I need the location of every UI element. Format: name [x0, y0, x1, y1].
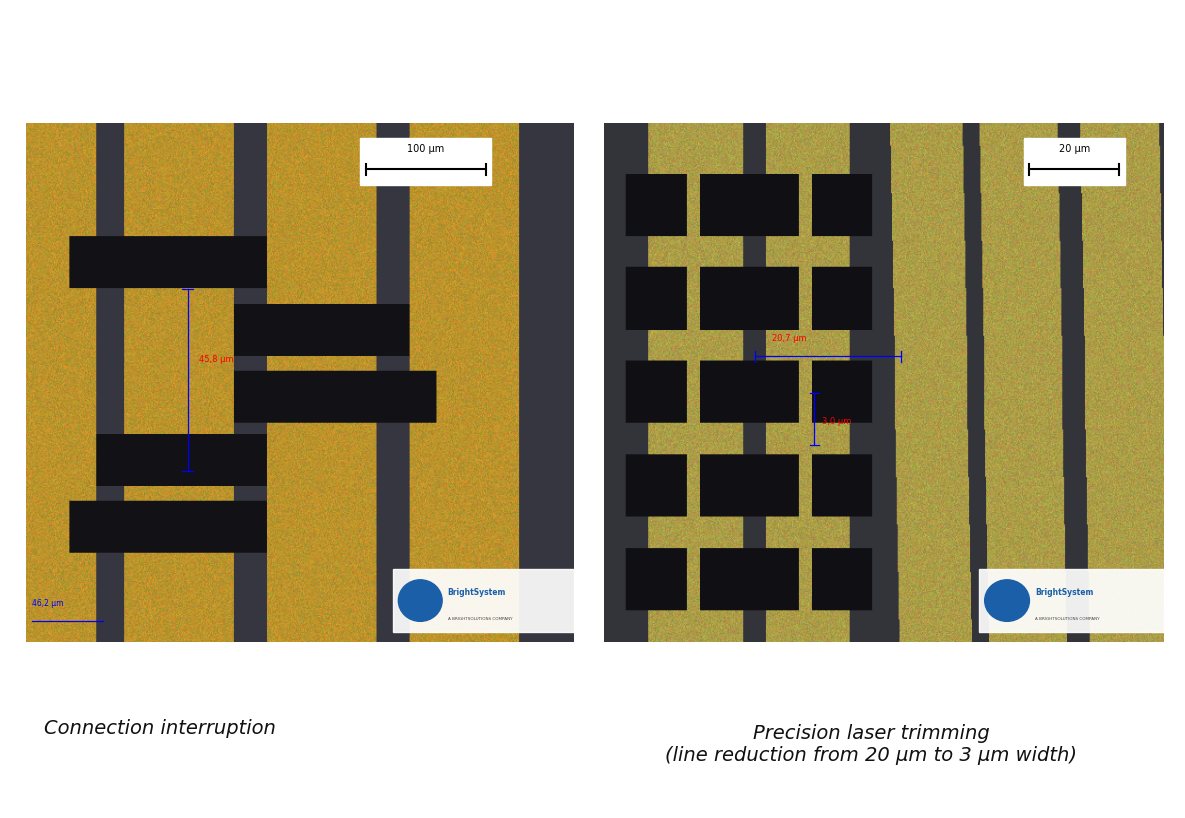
FancyBboxPatch shape	[1024, 138, 1125, 185]
Text: Precision laser trimming
(line reduction from 20 μm to 3 μm width): Precision laser trimming (line reduction…	[665, 724, 1077, 765]
Text: 3,0 μm: 3,0 μm	[822, 417, 852, 426]
FancyBboxPatch shape	[979, 569, 1164, 631]
Text: 20,7 μm: 20,7 μm	[773, 334, 807, 343]
Circle shape	[985, 580, 1030, 622]
Text: A BRIGHTSOLUTIONS COMPANY: A BRIGHTSOLUTIONS COMPANY	[1035, 617, 1100, 621]
FancyBboxPatch shape	[393, 569, 574, 631]
Text: Thin gold layer on alumina: Thin gold layer on alumina	[275, 125, 555, 145]
Text: A BRIGHTSOLUTIONS COMPANY: A BRIGHTSOLUTIONS COMPANY	[448, 617, 512, 621]
Text: Connection interruption: Connection interruption	[44, 718, 276, 738]
Text: 100 μm: 100 μm	[408, 144, 444, 154]
Text: BrightSystem: BrightSystem	[1035, 588, 1094, 597]
Text: RF circuit micro-processing: RF circuit micro-processing	[250, 32, 935, 75]
Text: 20 μm: 20 μm	[1058, 144, 1090, 154]
Text: 45,8 μm: 45,8 μm	[199, 355, 233, 364]
Text: 46,2 μm: 46,2 μm	[32, 599, 63, 608]
Circle shape	[398, 580, 442, 622]
Text: BrightSystem: BrightSystem	[448, 588, 506, 597]
FancyBboxPatch shape	[360, 138, 492, 185]
